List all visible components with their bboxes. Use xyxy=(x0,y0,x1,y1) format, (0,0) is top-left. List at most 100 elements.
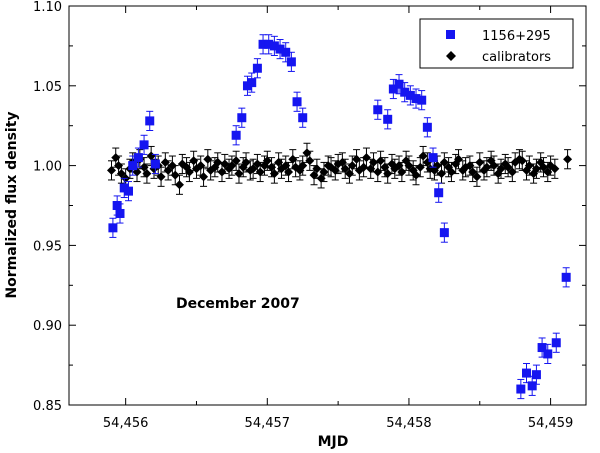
marker-diamond xyxy=(298,161,308,171)
marker-square xyxy=(428,153,438,163)
data-point xyxy=(543,343,553,365)
marker-square xyxy=(422,122,432,132)
data-point xyxy=(340,158,350,179)
marker-diamond xyxy=(475,157,485,167)
marker-square xyxy=(516,384,526,394)
marker-diamond xyxy=(439,157,449,167)
data-point xyxy=(551,332,561,353)
marker-diamond xyxy=(302,148,312,158)
marker-square xyxy=(292,97,302,107)
marker-square xyxy=(286,57,296,67)
data-point xyxy=(150,153,160,175)
marker-diamond xyxy=(106,165,116,175)
data-point xyxy=(252,58,262,79)
data-point xyxy=(305,150,315,171)
data-point xyxy=(284,161,294,183)
marker-diamond xyxy=(503,162,513,172)
data-point xyxy=(298,107,308,128)
marker-diamond xyxy=(543,167,553,177)
data-point xyxy=(461,157,471,178)
data-point xyxy=(539,157,549,178)
y-tick-label: 0.85 xyxy=(33,399,62,414)
legend-box xyxy=(419,18,574,69)
marker-diamond xyxy=(199,172,209,182)
marker-diamond xyxy=(411,170,421,180)
marker-square xyxy=(405,90,415,100)
data-point xyxy=(145,110,155,131)
data-point xyxy=(231,150,241,171)
marker-diamond xyxy=(373,167,383,177)
marker-square xyxy=(439,228,449,238)
axis-labels: MJD Normalized flux density December 200… xyxy=(4,111,348,450)
marker-square xyxy=(247,78,257,88)
axes: 0.85 0.90 0.95 1.00 1.05 1.10 54,456 54,457 54,4… xyxy=(33,0,587,431)
marker-diamond xyxy=(446,167,456,177)
data-point xyxy=(369,152,379,173)
marker-square xyxy=(145,116,155,126)
marker-square xyxy=(394,79,404,89)
data-point xyxy=(482,157,492,178)
data-point xyxy=(516,378,526,400)
marker-diamond xyxy=(170,170,180,180)
marker-diamond xyxy=(234,169,244,179)
data-point xyxy=(388,78,398,100)
data-point xyxy=(237,107,247,128)
data-point xyxy=(248,158,258,179)
marker-diamond xyxy=(531,164,541,174)
data-point xyxy=(163,160,173,181)
marker-diamond xyxy=(418,151,428,161)
legend-label-calibrators: calibrators xyxy=(482,50,551,65)
source-series xyxy=(108,34,571,400)
legend-marker-source xyxy=(446,30,455,39)
marker-square xyxy=(298,113,308,123)
data-point xyxy=(156,166,166,187)
marker-diamond xyxy=(496,164,506,174)
data-point xyxy=(434,182,444,203)
marker-square xyxy=(400,87,410,97)
marker-square xyxy=(115,208,125,218)
data-point xyxy=(298,155,308,176)
marker-diamond xyxy=(404,161,414,171)
marker-square xyxy=(275,44,285,54)
data-point xyxy=(524,155,534,176)
marker-square xyxy=(252,63,262,73)
marker-diamond xyxy=(340,164,350,174)
marker-square xyxy=(537,343,547,353)
marker-diamond xyxy=(468,167,478,177)
data-point xyxy=(428,147,438,168)
marker-diamond xyxy=(305,156,315,166)
marker-diamond xyxy=(146,151,156,161)
marker-square xyxy=(123,186,133,196)
marker-diamond xyxy=(316,173,326,183)
marker-diamond xyxy=(380,162,390,172)
legend-marker-calibrators xyxy=(446,51,456,61)
data-point xyxy=(247,72,257,93)
data-point xyxy=(489,155,499,176)
data-point xyxy=(231,125,241,146)
data-point xyxy=(510,152,520,173)
marker-diamond xyxy=(156,172,166,182)
data-point xyxy=(115,203,125,224)
marker-diamond xyxy=(337,157,347,167)
marker-square xyxy=(373,105,383,115)
data-point xyxy=(123,181,133,202)
marker-square xyxy=(531,370,541,380)
marker-square xyxy=(543,349,553,359)
data-point xyxy=(333,153,343,175)
data-point xyxy=(108,217,118,238)
data-point xyxy=(203,149,213,170)
data-point xyxy=(174,174,184,195)
marker-diamond xyxy=(217,167,227,177)
data-point xyxy=(269,35,279,56)
marker-square xyxy=(264,39,274,49)
data-point xyxy=(496,158,506,179)
marker-diamond xyxy=(213,157,223,167)
marker-diamond xyxy=(472,172,482,182)
marker-diamond xyxy=(184,167,194,177)
marker-diamond xyxy=(437,169,447,179)
marker-diamond xyxy=(139,162,149,172)
data-point xyxy=(116,163,126,184)
marker-diamond xyxy=(114,161,124,171)
marker-diamond xyxy=(563,154,573,164)
